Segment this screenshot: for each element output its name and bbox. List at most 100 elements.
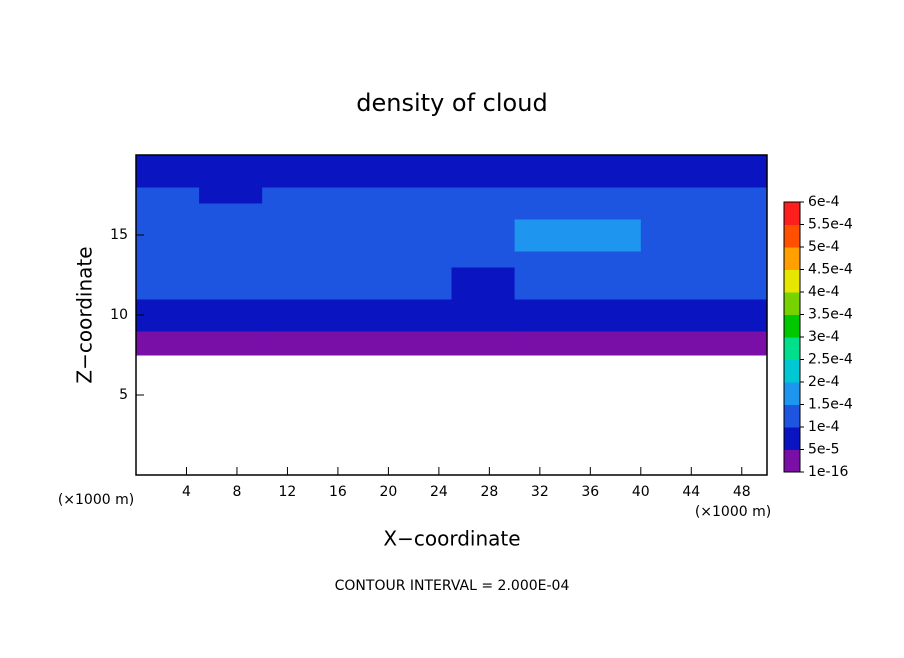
contour-cell — [703, 267, 768, 284]
contour-cell — [514, 299, 579, 316]
contour-cell — [136, 299, 200, 316]
contour-cell — [388, 187, 452, 204]
contour-cell — [640, 203, 705, 220]
x-axis-label: X−coordinate — [383, 527, 520, 551]
contour-cell — [703, 219, 768, 236]
contour-cell — [514, 235, 579, 252]
contour-cell — [199, 171, 263, 188]
contour-cell — [451, 267, 516, 284]
contour-cell — [388, 203, 452, 220]
contour-cell — [451, 299, 516, 316]
contour-cell — [703, 283, 768, 300]
contour-cell — [136, 219, 200, 236]
contour-cell — [577, 251, 642, 268]
contour-cell — [703, 171, 768, 188]
contour-cell — [703, 203, 768, 220]
contour-cell — [640, 331, 705, 356]
contour-cell — [199, 267, 263, 284]
colorbar-label: 1e-4 — [808, 419, 840, 435]
contour-cell — [514, 283, 579, 300]
contour-cell — [262, 283, 326, 300]
contour-cell — [325, 203, 389, 220]
contour-cell — [199, 283, 263, 300]
contour-cell — [262, 235, 326, 252]
colorbar-label: 5e-5 — [808, 442, 839, 458]
contour-cell — [514, 315, 579, 332]
contour-cell — [703, 155, 768, 172]
contour-cell — [262, 155, 326, 172]
contour-cell — [262, 267, 326, 284]
colorbar-label: 3e-4 — [808, 329, 840, 345]
contour-cell — [388, 155, 452, 172]
x-tick-label: 12 — [279, 484, 297, 500]
contour-cell — [703, 299, 768, 316]
contour-cell — [325, 315, 389, 332]
contour-cell — [262, 251, 326, 268]
x-tick-label: 20 — [379, 484, 397, 500]
contour-cell — [451, 315, 516, 332]
colorbar-swatch — [784, 382, 800, 405]
contour-cell — [514, 203, 579, 220]
contour-cell — [199, 155, 263, 172]
contour-cell — [451, 155, 516, 172]
contour-cell — [451, 203, 516, 220]
colorbar-swatch — [784, 269, 800, 293]
contour-cell — [388, 235, 452, 252]
x-unit: (×1000 m) — [695, 504, 771, 520]
contour-cell — [640, 219, 705, 236]
contour-cell — [640, 267, 705, 284]
contour-cell — [514, 331, 579, 356]
y-tick-label: 10 — [110, 307, 128, 323]
contour-cell — [514, 267, 579, 284]
colorbar-label: 1e-16 — [808, 464, 848, 480]
contour-cell — [262, 315, 326, 332]
contour-cell — [640, 315, 705, 332]
contour-cell — [199, 187, 263, 204]
contour-cell — [577, 331, 642, 356]
contour-cell — [388, 251, 452, 268]
contour-cell — [136, 171, 200, 188]
x-tick-label: 36 — [581, 484, 599, 500]
contour-cell — [451, 187, 516, 204]
contour-cell — [451, 283, 516, 300]
y-tick-label: 15 — [110, 227, 128, 243]
colorbar-label: 1.5e-4 — [808, 397, 853, 413]
x-tick-label: 48 — [733, 484, 751, 500]
footer: CONTOUR INTERVAL = 2.000E-04 — [335, 578, 570, 594]
contour-cell — [577, 187, 642, 204]
contour-cell — [199, 235, 263, 252]
contour-cell — [388, 299, 452, 316]
colorbar-label: 2.5e-4 — [808, 352, 853, 368]
contour-cell — [325, 235, 389, 252]
contour-cell — [451, 235, 516, 252]
contour-cell — [388, 331, 452, 356]
colorbar-label: 3.5e-4 — [808, 307, 853, 323]
contour-cell — [577, 315, 642, 332]
colorbar-swatch — [784, 337, 800, 360]
colorbar-swatch — [784, 359, 800, 383]
contour-cell — [577, 171, 642, 188]
contour-cell — [136, 267, 200, 284]
x-tick-label: 16 — [329, 484, 347, 500]
colorbar-label: 4e-4 — [808, 284, 840, 300]
colorbar-label: 2e-4 — [808, 374, 840, 390]
contour-cell — [703, 315, 768, 332]
contour-cell — [262, 219, 326, 236]
x-tick-label: 8 — [232, 484, 241, 500]
contour-cell — [577, 155, 642, 172]
chart-title: density of cloud — [356, 89, 547, 117]
contour-cell — [325, 283, 389, 300]
contour-cell — [325, 267, 389, 284]
colorbar-swatch — [784, 292, 800, 315]
contour-cell — [136, 251, 200, 268]
colorbar-swatch — [784, 224, 800, 248]
contour-cell — [262, 299, 326, 316]
colorbar-label: 5e-4 — [808, 239, 840, 255]
contour-cell — [640, 171, 705, 188]
contour-cell — [136, 203, 200, 220]
colorbar-swatch — [784, 404, 800, 428]
contour-cell — [640, 155, 705, 172]
contour-cell — [577, 203, 642, 220]
contour-cell — [514, 171, 579, 188]
contour-cell — [703, 187, 768, 204]
